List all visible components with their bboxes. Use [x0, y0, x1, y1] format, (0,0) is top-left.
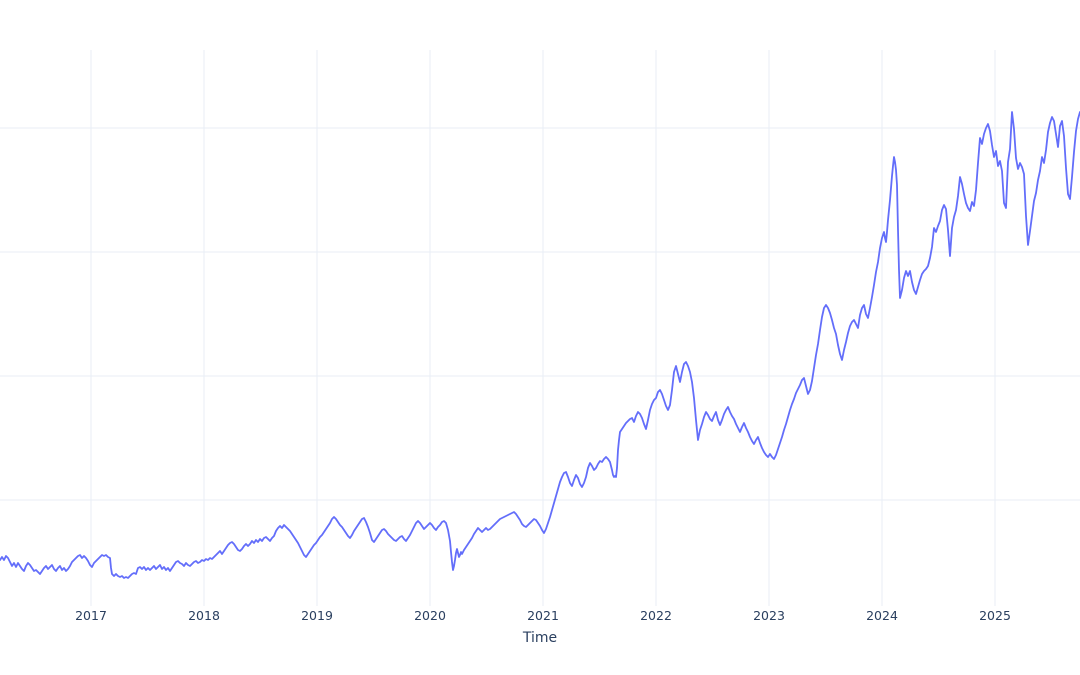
x-tick-label: 2022	[640, 608, 672, 623]
x-tick-label: 2023	[753, 608, 785, 623]
series-line	[0, 111, 1080, 579]
x-tick-label: 2019	[301, 608, 333, 623]
x-tick-label: 2025	[979, 608, 1011, 623]
x-tick-label: 2020	[414, 608, 446, 623]
x-tick-label: 2018	[188, 608, 220, 623]
x-axis-title: Time	[522, 630, 557, 646]
x-tick-label: 2021	[527, 608, 559, 623]
x-tick-label: 2024	[866, 608, 898, 623]
x-tick-label: 2017	[75, 608, 107, 623]
